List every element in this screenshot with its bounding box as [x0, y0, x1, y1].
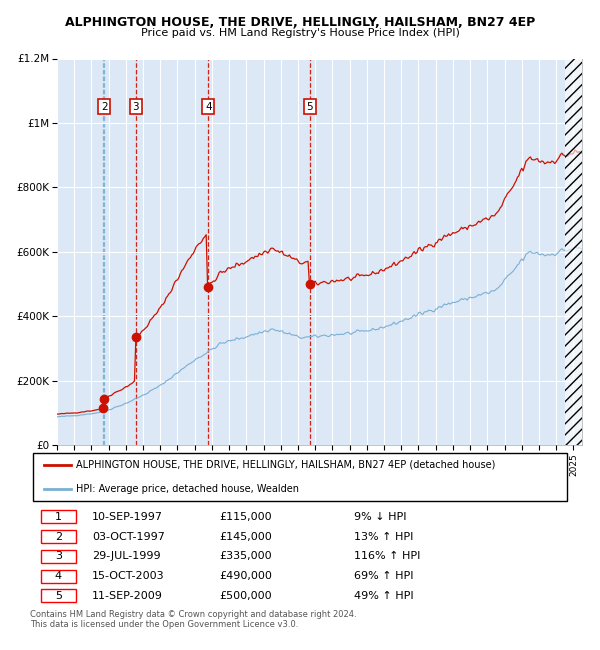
Text: £490,000: £490,000 — [219, 571, 272, 581]
Text: 4: 4 — [55, 571, 62, 581]
Text: 69% ↑ HPI: 69% ↑ HPI — [354, 571, 413, 581]
Text: 116% ↑ HPI: 116% ↑ HPI — [354, 551, 421, 562]
Bar — [565, 58, 582, 445]
Text: 15-OCT-2003: 15-OCT-2003 — [92, 571, 165, 581]
Text: 4: 4 — [205, 102, 212, 112]
Text: £335,000: £335,000 — [219, 551, 272, 562]
Text: 3: 3 — [55, 551, 62, 562]
Text: 10-SEP-1997: 10-SEP-1997 — [92, 512, 163, 522]
Text: 03-OCT-1997: 03-OCT-1997 — [92, 532, 165, 541]
Text: £500,000: £500,000 — [219, 591, 272, 601]
Text: This data is licensed under the Open Government Licence v3.0.: This data is licensed under the Open Gov… — [30, 620, 298, 629]
Text: 5: 5 — [55, 591, 62, 601]
FancyBboxPatch shape — [41, 510, 76, 523]
Text: HPI: Average price, detached house, Wealden: HPI: Average price, detached house, Weal… — [76, 484, 299, 495]
FancyBboxPatch shape — [41, 550, 76, 563]
FancyBboxPatch shape — [41, 530, 76, 543]
Text: 11-SEP-2009: 11-SEP-2009 — [92, 591, 163, 601]
FancyBboxPatch shape — [41, 570, 76, 582]
Text: 9% ↓ HPI: 9% ↓ HPI — [354, 512, 407, 522]
Text: £115,000: £115,000 — [219, 512, 272, 522]
Text: 5: 5 — [307, 102, 313, 112]
Text: 29-JUL-1999: 29-JUL-1999 — [92, 551, 161, 562]
Text: 2: 2 — [55, 532, 62, 541]
Text: ALPHINGTON HOUSE, THE DRIVE, HELLINGLY, HAILSHAM, BN27 4EP: ALPHINGTON HOUSE, THE DRIVE, HELLINGLY, … — [65, 16, 535, 29]
Text: ALPHINGTON HOUSE, THE DRIVE, HELLINGLY, HAILSHAM, BN27 4EP (detached house): ALPHINGTON HOUSE, THE DRIVE, HELLINGLY, … — [76, 460, 495, 470]
Text: 49% ↑ HPI: 49% ↑ HPI — [354, 591, 413, 601]
FancyBboxPatch shape — [41, 590, 76, 603]
Text: 2: 2 — [101, 102, 107, 112]
Text: £145,000: £145,000 — [219, 532, 272, 541]
Text: Price paid vs. HM Land Registry's House Price Index (HPI): Price paid vs. HM Land Registry's House … — [140, 28, 460, 38]
Text: 1: 1 — [55, 512, 62, 522]
Text: Contains HM Land Registry data © Crown copyright and database right 2024.: Contains HM Land Registry data © Crown c… — [30, 610, 356, 619]
FancyBboxPatch shape — [33, 453, 568, 501]
Text: 3: 3 — [133, 102, 139, 112]
Text: 13% ↑ HPI: 13% ↑ HPI — [354, 532, 413, 541]
